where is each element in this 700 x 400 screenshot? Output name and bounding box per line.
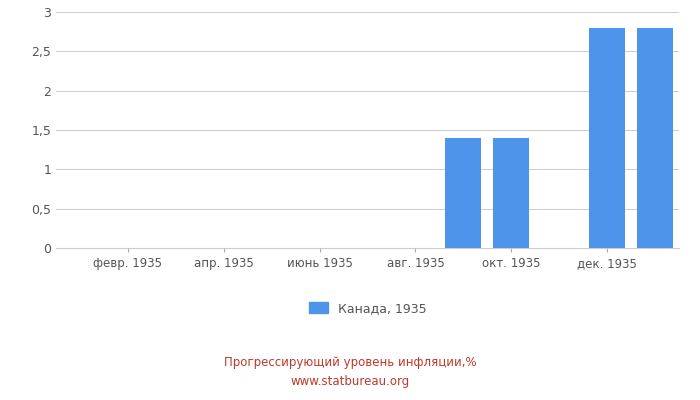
Bar xyxy=(445,138,482,248)
Bar xyxy=(494,138,529,248)
Legend: Канада, 1935: Канада, 1935 xyxy=(304,297,431,320)
Text: Прогрессирующий уровень инфляции,%
www.statbureau.org: Прогрессирующий уровень инфляции,% www.s… xyxy=(224,356,476,388)
Bar xyxy=(637,28,673,248)
Bar xyxy=(589,28,625,248)
